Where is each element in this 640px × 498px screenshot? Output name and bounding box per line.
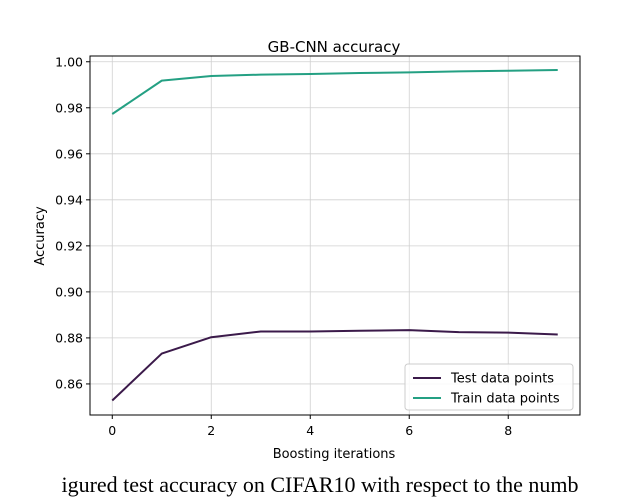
plot-frame: [89, 55, 581, 416]
y-tick-label: 0.94: [55, 192, 83, 207]
x-axis-label: Boosting iterations: [273, 447, 396, 462]
series-line-train-data-points: [111, 69, 558, 115]
legend-label-train-data-points: Train data points: [450, 392, 560, 407]
y-tick-label: 0.88: [55, 330, 83, 345]
y-tick-label: 0.96: [55, 146, 83, 161]
figure-caption: igured test accuracy on CIFAR10 with res…: [61, 472, 579, 497]
legend-label-test-data-points: Test data points: [450, 372, 554, 387]
x-tick-label: 0: [108, 423, 116, 438]
legend-box: [404, 363, 574, 411]
y-tick-label: 1.00: [55, 54, 83, 69]
series-line-test-data-points: [111, 329, 558, 402]
series-lines: [111, 69, 558, 402]
ticks: 0 2 4 6 8 0.86 0.88 0.90 0.92 0.94 0.96 0.98 1.00: [55, 54, 512, 438]
y-axis-label: Accuracy: [33, 206, 48, 266]
chart-title: GB-CNN accuracy: [268, 38, 401, 56]
legend: Test data points Train data points: [404, 363, 574, 411]
y-tick-label: 0.90: [55, 284, 83, 299]
x-tick-label: 6: [405, 423, 413, 438]
x-tick-label: 8: [504, 423, 512, 438]
y-tick-label: 0.98: [55, 100, 83, 115]
grid: [90, 56, 580, 415]
y-tick-label: 0.86: [55, 376, 83, 391]
x-tick-label: 4: [306, 423, 314, 438]
y-tick-label: 0.92: [55, 238, 83, 253]
x-tick-label: 2: [207, 423, 215, 438]
chart: GB-CNN accuracy 0 2 4 6 8 0.86 0.88 0.90 0.92 0.9…: [33, 38, 581, 462]
